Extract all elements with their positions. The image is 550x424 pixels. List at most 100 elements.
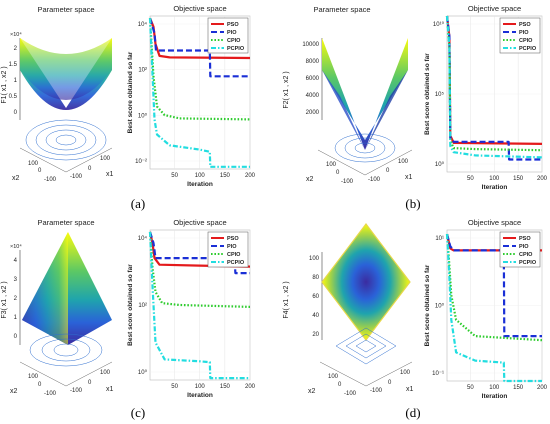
z-label-b: F2( x1 , x2 ) <box>283 71 290 108</box>
series-line-c-pcpio <box>148 231 250 380</box>
convergence-plot-d: 50 100 150 200 10¹ 10⁰ 10⁻¹ Objective space Iter… <box>424 218 548 400</box>
series-line-d-pio <box>445 233 542 338</box>
legend-label-b-0: PSO <box>519 22 531 28</box>
surface-plot-a: Parameter space ×10⁴ F1( x1 , x2 ) 2 1.5… <box>1 5 114 183</box>
x-tick-d-0: -100 <box>370 388 383 394</box>
surface-mesh-d <box>322 224 410 340</box>
z-tick-c-3: 1 <box>14 315 18 321</box>
surface-facet-b-right <box>365 70 408 150</box>
y-tick-c-2: -100 <box>44 391 57 397</box>
panel-c: Parameter space ×10⁴ F3( x1 , x2 ) 4 3 2… <box>1 218 256 420</box>
panel-d: F4( x1 , x2 ) 100 80 60 40 20 100 0 -100… <box>283 218 548 420</box>
y-tick-b-2: -100 <box>341 179 354 185</box>
caption-b: (b) <box>405 196 420 211</box>
x-tick-c-2: 100 <box>100 370 111 376</box>
x-tick-d-1: 0 <box>388 380 392 386</box>
z-multiplier-c: ×10⁴ <box>10 243 22 250</box>
x-axis-label-d: Iteration <box>482 393 508 400</box>
x-tick-label-b-1: 100 <box>489 176 500 182</box>
y-tick-label-b-0: 10¹⁰ <box>433 21 445 28</box>
y-tick-d-2: -100 <box>344 391 357 397</box>
x-tick-c-1: 0 <box>88 380 92 386</box>
z-tick-b-3: 4000 <box>306 93 320 99</box>
series-line-a-pso <box>148 17 251 60</box>
z-tick-a-4: 0 <box>14 110 18 116</box>
z-tick-b-0: 10000 <box>302 42 319 48</box>
y-tick-a-0: 100 <box>28 161 39 167</box>
z-tick-c-1: 3 <box>14 277 18 283</box>
contour-rings-b <box>334 133 396 163</box>
surface-plot-c: Parameter space ×10⁴ F3( x1 , x2 ) 4 3 2… <box>1 218 114 397</box>
y-tick-label-b-1: 10⁵ <box>435 91 445 98</box>
legend-label-c-2: CPIO <box>227 252 241 258</box>
surface-title-a: Parameter space <box>37 5 94 14</box>
legend-label-b-2: CPIO <box>519 38 533 44</box>
z-tick-b-2: 6000 <box>306 76 320 82</box>
y-tick-label-a-2: 10⁰ <box>138 112 148 119</box>
x-label-b: x1 <box>405 174 413 181</box>
x-tick-label-d-3: 200 <box>537 385 548 391</box>
x-tick-d-2: 100 <box>400 370 411 376</box>
x-axis-b <box>364 149 413 176</box>
x-tick-label-c-1: 100 <box>195 384 206 390</box>
y-label-b: x2 <box>306 176 314 183</box>
y-axis-d <box>319 361 367 387</box>
surface-mesh-b <box>322 38 408 150</box>
x-axis-label-c: Iteration <box>187 392 213 399</box>
x-label-c: x1 <box>106 386 114 393</box>
surface-plot-d: F4( x1 , x2 ) 100 80 60 40 20 100 0 -100… <box>283 223 414 397</box>
y-axis-label-a: Best score obtained so far <box>127 51 134 133</box>
x-tick-label-d-2: 150 <box>513 385 524 391</box>
legend-label-b-1: PIO <box>519 30 529 36</box>
z-tick-d-1: 80 <box>312 275 319 281</box>
y-axis-b <box>317 149 366 176</box>
y-axis-label-b: Best score obtained so far <box>424 53 431 135</box>
legend-label-d-3: PCPIO <box>519 260 537 266</box>
y-tick-label-c-2: 10⁰ <box>138 369 148 376</box>
legend-label-a-3: PCPIO <box>227 46 245 52</box>
y-tick-d-0: 100 <box>328 374 339 380</box>
series-line-d-cpio <box>445 234 543 342</box>
y-tick-label-b-2: 10⁰ <box>435 161 445 168</box>
y-axis-label-c: Best score obtained so far <box>127 264 134 346</box>
z-tick-d-4: 20 <box>312 332 319 338</box>
x-tick-b-1: 0 <box>386 168 390 174</box>
y-label-a: x2 <box>12 175 20 182</box>
series-line-b-pcpio <box>445 15 543 159</box>
series-line-a-pcpio <box>148 18 250 168</box>
panel-a: Parameter space ×10⁴ F1( x1 , x2 ) 2 1.5… <box>1 4 256 211</box>
y-tick-label-a-3: 10⁻² <box>135 159 147 165</box>
legend-c: PSO PIO CPIO PCPIO <box>207 231 249 268</box>
legend-a: PSO PIO CPIO PCPIO <box>207 17 249 54</box>
surface-shade-c <box>22 232 68 345</box>
z-label-d: F4( x1 , x2 ) <box>283 281 290 318</box>
contour-rings-c <box>29 333 103 367</box>
z-tick-a-3: 0.5 <box>9 94 18 100</box>
contour-rings-a <box>25 119 107 161</box>
x-tick-a-1: 0 <box>88 166 92 172</box>
y-tick-label-d-2: 10⁻¹ <box>432 371 444 377</box>
legend-label-b-3: PCPIO <box>519 46 537 52</box>
z-tick-d-0: 100 <box>309 256 320 262</box>
y-axis-label-d: Best score obtained so far <box>424 264 431 346</box>
x-axis-a <box>65 147 113 173</box>
x-tick-label-a-0: 50 <box>171 173 178 179</box>
y-tick-label-a-0: 10⁴ <box>138 21 148 28</box>
plot-title-b: Objective space <box>468 4 521 13</box>
x-tick-label-a-3: 200 <box>245 173 256 179</box>
z-tick-a-2: 1 <box>14 78 18 84</box>
x-axis-d <box>365 361 413 387</box>
y-axis-c <box>19 361 67 387</box>
x-axis-label-a: Iteration <box>187 181 213 188</box>
y-tick-b-1: 0 <box>336 170 340 176</box>
x-tick-b-0: -100 <box>368 177 381 183</box>
legend-b: PSO PIO CPIO PCPIO <box>499 17 541 54</box>
legend-d: PSO PIO CPIO PCPIO <box>499 231 541 268</box>
convergence-plot-c: 50 100 150 200 10⁴ 10² 10⁰ Objective space Itera… <box>127 218 256 399</box>
surface-sheen-a <box>20 38 112 100</box>
y-tick-label-c-1: 10² <box>138 303 147 309</box>
legend-label-c-3: PCPIO <box>227 260 245 266</box>
caption-c: (c) <box>131 405 145 420</box>
x-tick-c-0: -100 <box>70 388 83 394</box>
